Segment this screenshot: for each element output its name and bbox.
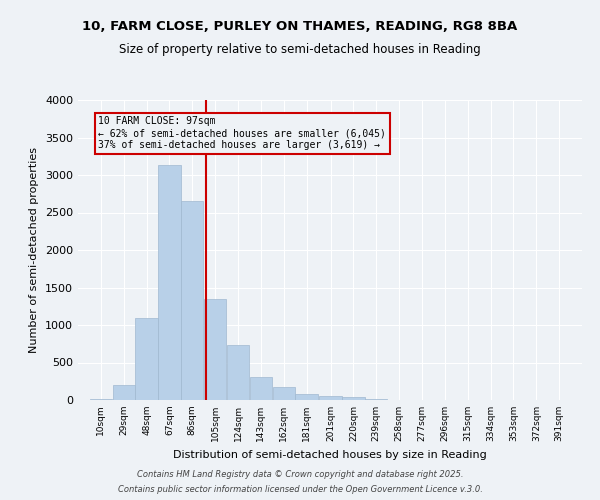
Bar [295, 394, 317, 400]
Text: Contains HM Land Registry data © Crown copyright and database right 2025.: Contains HM Land Registry data © Crown c… [137, 470, 463, 479]
Bar [90, 398, 112, 400]
Y-axis label: Number of semi-detached properties: Number of semi-detached properties [29, 147, 40, 353]
Bar [181, 201, 203, 400]
Text: Size of property relative to semi-detached houses in Reading: Size of property relative to semi-detach… [119, 42, 481, 56]
Bar [113, 385, 135, 400]
Bar [272, 387, 295, 400]
Bar [158, 164, 181, 400]
Bar [250, 377, 272, 400]
Text: 10 FARM CLOSE: 97sqm
← 62% of semi-detached houses are smaller (6,045)
37% of se: 10 FARM CLOSE: 97sqm ← 62% of semi-detac… [98, 116, 386, 150]
Bar [319, 396, 342, 400]
X-axis label: Distribution of semi-detached houses by size in Reading: Distribution of semi-detached houses by … [173, 450, 487, 460]
Bar [227, 345, 249, 400]
Text: 10, FARM CLOSE, PURLEY ON THAMES, READING, RG8 8BA: 10, FARM CLOSE, PURLEY ON THAMES, READIN… [82, 20, 518, 33]
Bar [204, 298, 226, 400]
Bar [343, 397, 365, 400]
Bar [365, 399, 388, 400]
Text: Contains public sector information licensed under the Open Government Licence v.: Contains public sector information licen… [118, 485, 482, 494]
Bar [136, 318, 158, 400]
